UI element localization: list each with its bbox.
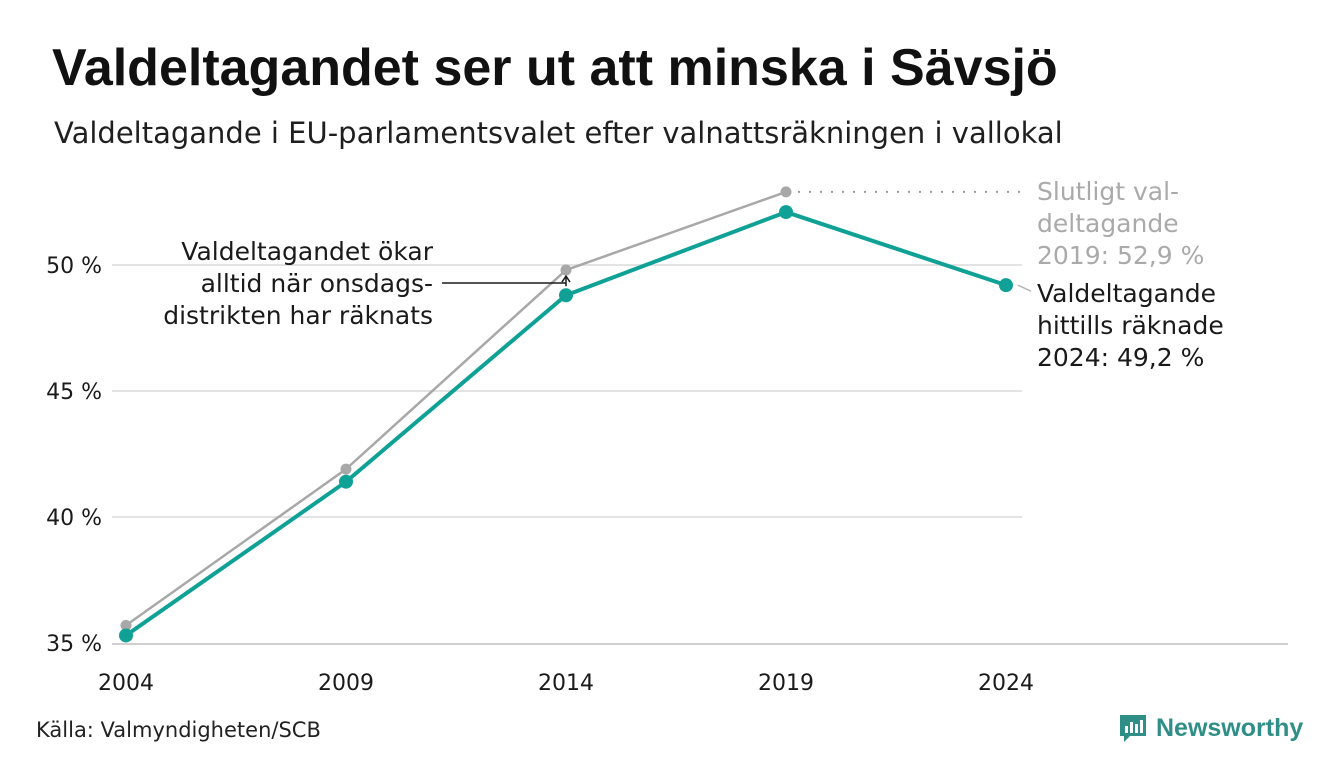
y-tick-label: 35 %	[46, 632, 102, 657]
chart-title: Valdeltagandet ser ut att minska i Sävsj…	[52, 39, 1058, 97]
counted-leader-line	[1017, 284, 1032, 292]
data-point-final	[120, 619, 132, 631]
data-point-counted	[119, 628, 133, 643]
increase-note-line: alltid när onsdags-	[201, 269, 433, 298]
y-tick-label: 40 %	[46, 506, 102, 531]
data-point-final	[780, 186, 792, 198]
newsworthy-chart-icon	[1120, 715, 1146, 742]
data-point-final	[560, 264, 572, 276]
final-turnout-label-line: 2019: 52,9 %	[1037, 241, 1204, 270]
annotations: Slutligt val-deltagande 2019: 52,9 % Valde…	[163, 177, 1223, 372]
final-turnout-label-line: deltagande	[1037, 209, 1179, 238]
data-point-counted	[779, 205, 793, 220]
newsworthy-logo-text: Newsworthy	[1156, 713, 1304, 742]
final-turnout-label: Slutligt val-deltagande 2019: 52,9 %	[1037, 177, 1204, 270]
x-axis-ticks: 2004 2009 2014 2019 2024	[98, 671, 1034, 696]
line-chart: 35 % 40 % 45 % 50 % 2004 2009 2014 2019 2024 Sl…	[46, 177, 1288, 696]
y-tick-label: 50 %	[46, 254, 102, 279]
x-tick-label: 2014	[538, 671, 594, 696]
data-point-final	[340, 463, 352, 475]
data-point-counted	[559, 288, 573, 303]
source-note: Källa: Valmyndigheten/SCB	[36, 718, 321, 742]
y-axis-ticks: 35 % 40 % 45 % 50 %	[46, 254, 102, 657]
counted-turnout-label-line: hittills räknade	[1037, 311, 1224, 340]
series-line-final	[125, 190, 787, 627]
data-point-counted	[999, 278, 1013, 293]
x-tick-label: 2009	[318, 671, 374, 696]
x-tick-label: 2024	[978, 671, 1034, 696]
y-tick-label: 45 %	[46, 380, 102, 405]
increase-note-line: distrikten har räknats	[163, 301, 433, 330]
newsworthy-logo: Newsworthy	[1118, 713, 1303, 743]
data-point-counted	[339, 474, 353, 489]
counted-turnout-label-line: 2024: 49,2 %	[1037, 343, 1204, 372]
x-tick-label: 2004	[98, 671, 154, 696]
increase-note-line: Valdeltagandet ökar	[181, 237, 433, 266]
series	[119, 186, 1013, 643]
increase-arrow-head	[561, 274, 571, 283]
counted-turnout-label-line: Valdeltagande	[1037, 279, 1216, 308]
chart-subtitle: Valdeltagande i EU-parlamentsvalet efter…	[54, 116, 1063, 150]
final-turnout-label-line: Slutligt val-	[1037, 177, 1179, 206]
x-tick-label: 2019	[758, 671, 814, 696]
increase-note: Valdeltagandet ökar alltid när onsdags-di…	[163, 237, 433, 330]
counted-turnout-label: Valdeltagande hittills räknade 2024: 49,2 …	[1037, 279, 1224, 372]
